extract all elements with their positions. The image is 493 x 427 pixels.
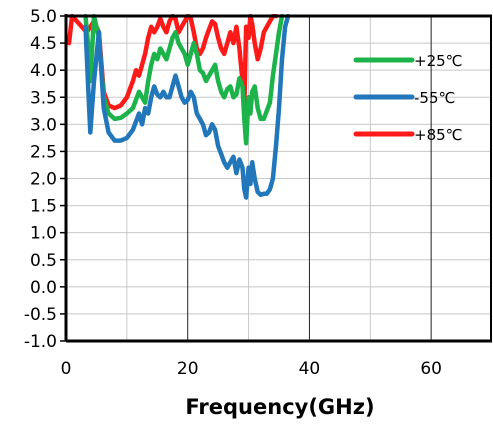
y-tick-label: 2.0 bbox=[30, 170, 57, 190]
legend-label: +25℃ bbox=[414, 52, 463, 70]
y-tick-labels: -1.0 -0.5 0.0 0.5 1.0 1.5 2.0 2.5 3.0 3.5 4.0 4.5 5.… bbox=[24, 7, 57, 352]
y-tick-label: 3.0 bbox=[30, 115, 57, 135]
legend: +25℃ -55℃ +85℃ bbox=[353, 52, 463, 144]
y-tick-label: 1.5 bbox=[30, 197, 57, 217]
y-tick-label: 4.0 bbox=[30, 61, 57, 81]
x-axis-label: Frequency(GHz) bbox=[185, 395, 374, 419]
series-line bbox=[66, 14, 279, 111]
legend-label: +85℃ bbox=[414, 126, 463, 144]
series-line bbox=[83, 14, 285, 146]
y-tick-label: 0.5 bbox=[30, 251, 57, 271]
series-line bbox=[83, 14, 291, 200]
x-tick-label: 20 bbox=[177, 359, 199, 379]
y-tick-label: 1.0 bbox=[30, 224, 57, 244]
x-tick-label: 0 bbox=[61, 359, 72, 379]
x-tick-label: 60 bbox=[420, 359, 442, 379]
y-tick-label: 4.5 bbox=[30, 34, 57, 54]
y-tick-label: 2.5 bbox=[30, 142, 57, 162]
y-tick-label: 3.5 bbox=[30, 88, 57, 108]
y-tick-label: 5.0 bbox=[30, 7, 57, 27]
y-tick-label: -0.5 bbox=[24, 305, 57, 325]
axes bbox=[60, 14, 492, 343]
x-tick-labels: 0 20 40 60 bbox=[61, 359, 442, 379]
y-tick-label: -1.0 bbox=[24, 332, 57, 352]
legend-label: -55℃ bbox=[414, 89, 455, 107]
x-tick-label: 40 bbox=[299, 359, 321, 379]
y-tick-label: 0.0 bbox=[30, 278, 57, 298]
